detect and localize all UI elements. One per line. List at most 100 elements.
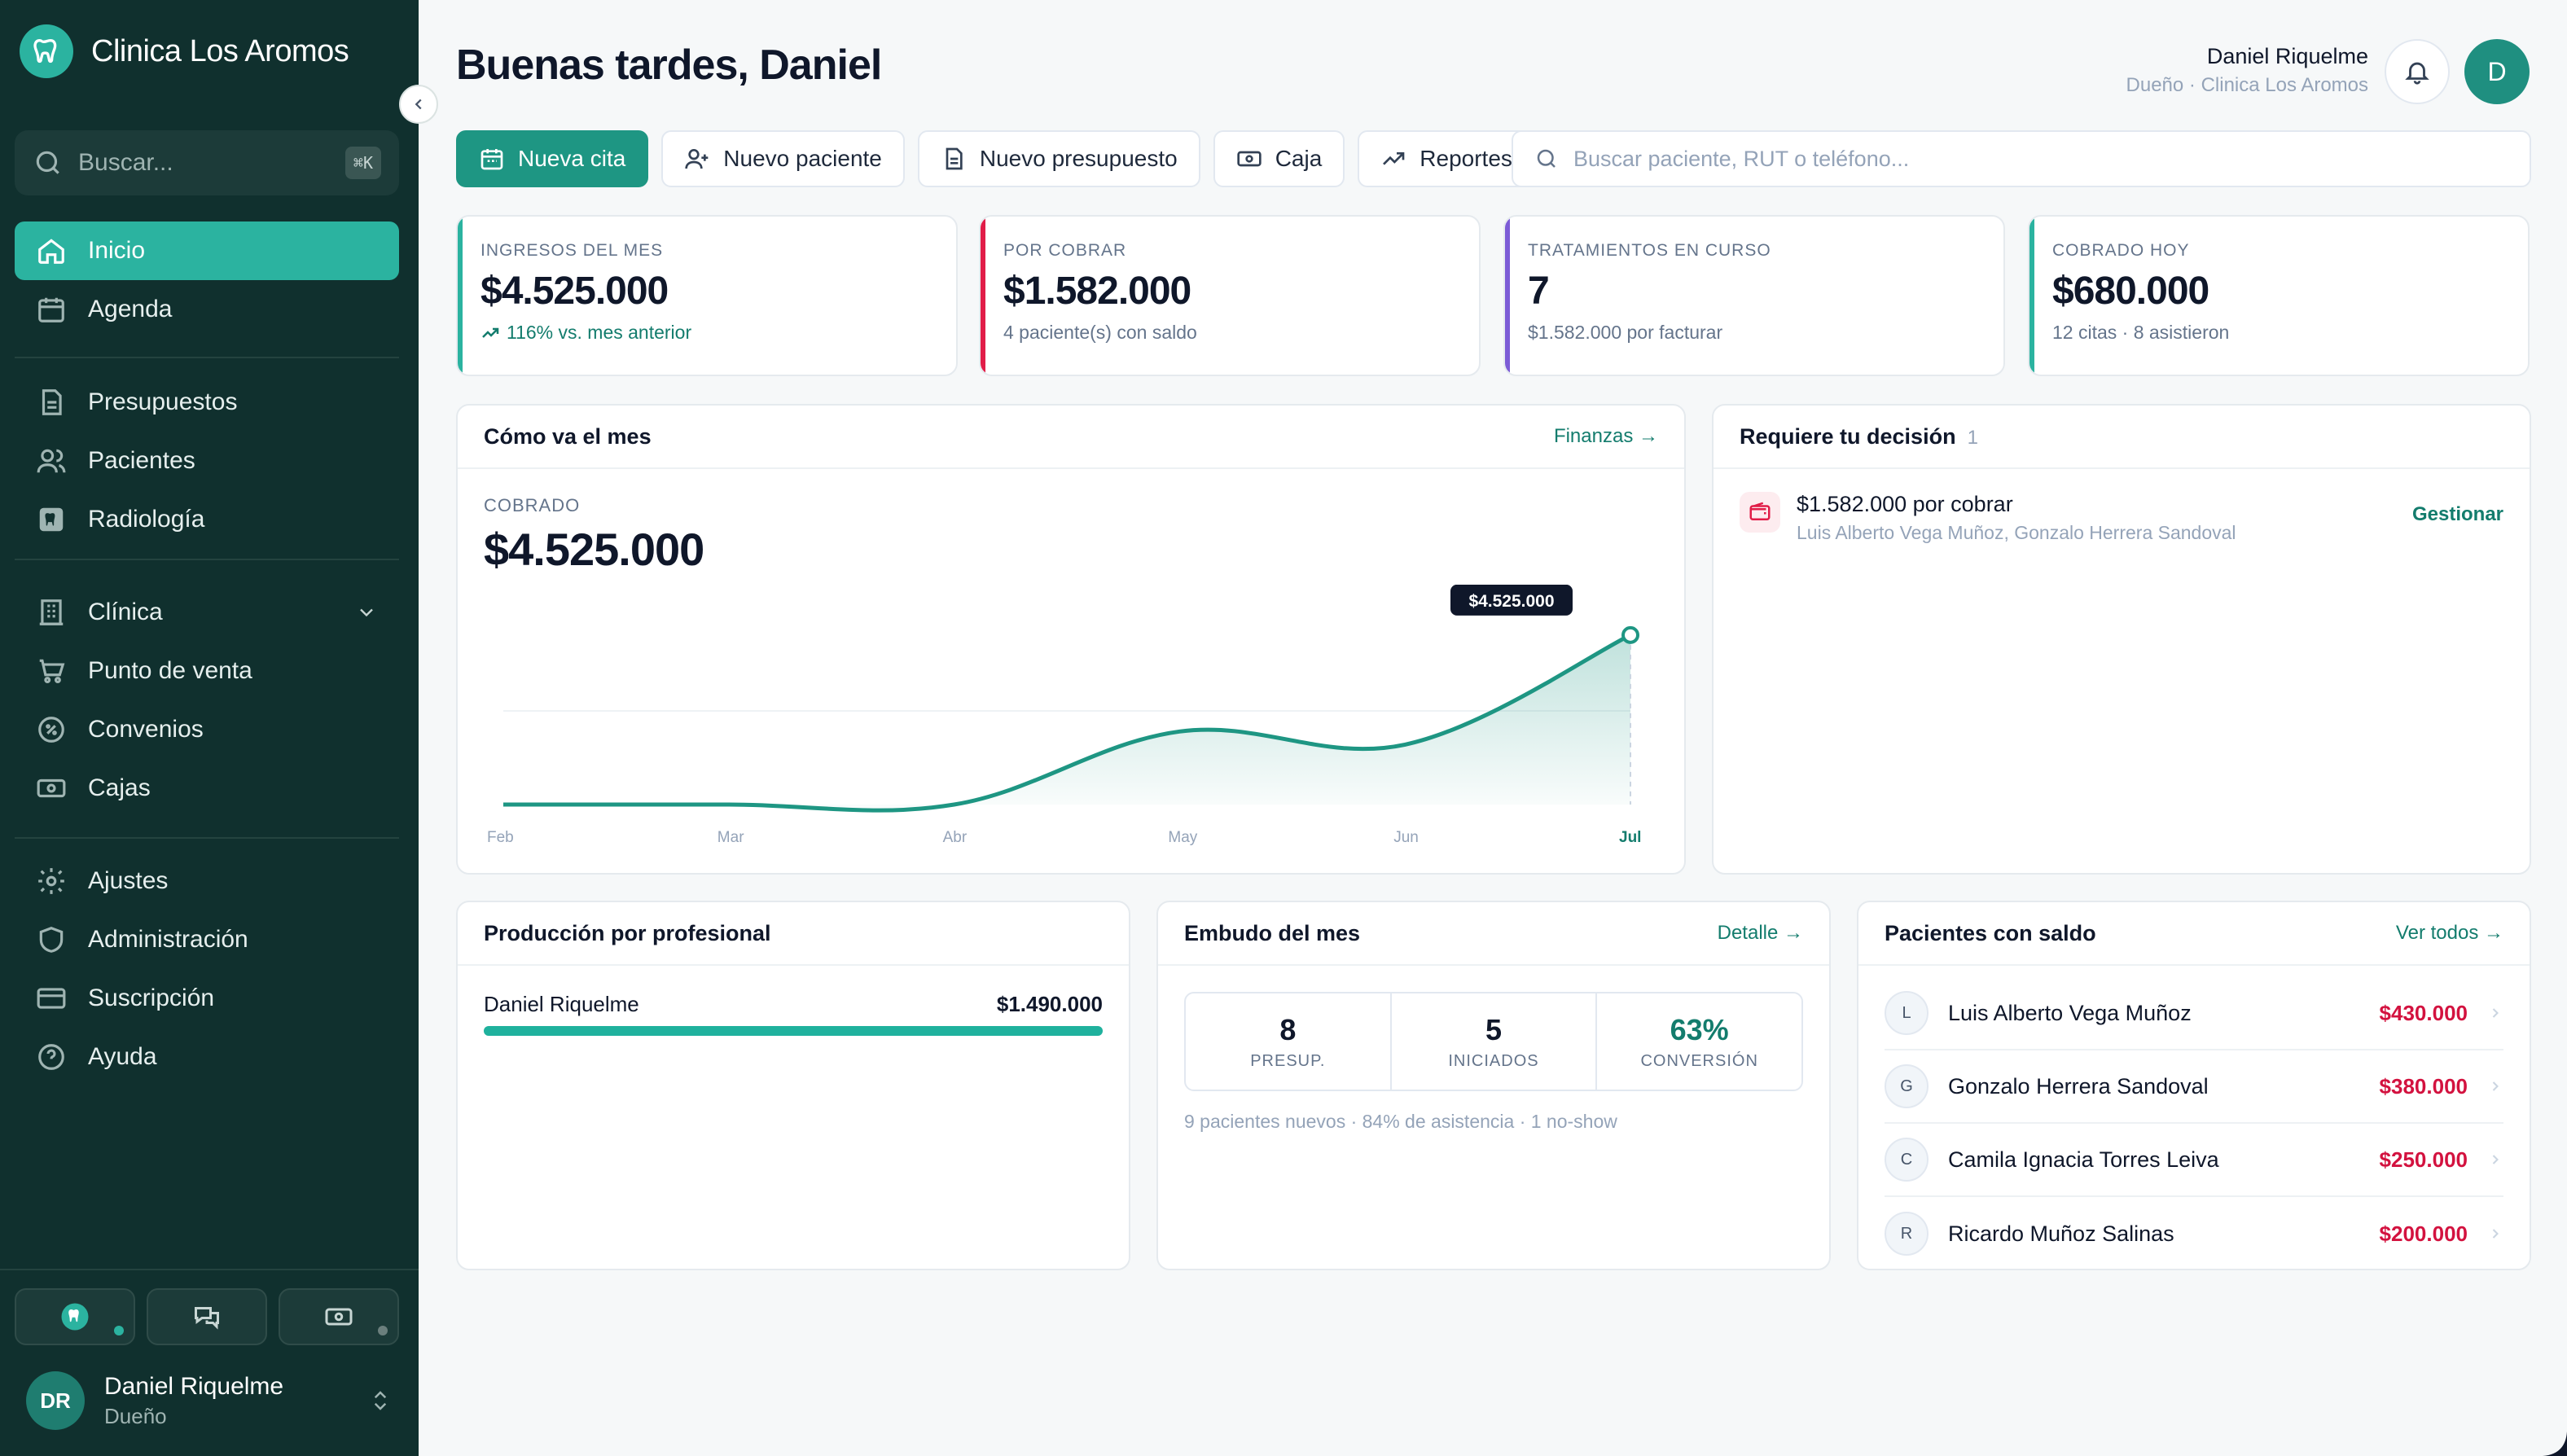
kpi-sub: $1.582.000 por facturar — [1528, 322, 1723, 343]
decision-title: $1.582.000 por cobrar — [1797, 492, 2013, 516]
avatar[interactable]: D — [2464, 39, 2530, 104]
chart-series-line — [503, 633, 1632, 813]
kpi-sub: 12 citas · 8 asistieron — [2052, 322, 2230, 343]
gear-icon — [38, 868, 64, 894]
sidebar-item-presupuestos[interactable]: Presupuestos — [15, 373, 399, 432]
chevron-up-down-icon[interactable] — [368, 1388, 393, 1413]
button-label: Nuevo paciente — [723, 146, 882, 171]
sidebar-item-pacientes[interactable]: Pacientes — [15, 432, 399, 490]
kpi-accent-bar — [2029, 217, 2034, 375]
chart-total: $4.525.000 — [484, 524, 704, 575]
sidebar-item-clinica[interactable]: Clínica — [15, 583, 399, 642]
sidebar-item-ayuda[interactable]: Ayuda — [15, 1028, 399, 1086]
tooth-logo-icon — [20, 24, 73, 78]
sidebar-item-radiologia[interactable]: Radiología — [15, 490, 399, 549]
calendar-icon — [38, 297, 64, 322]
header-user: Daniel Riquelme Dueño · Clinica Los Arom… — [2126, 44, 2368, 97]
finance-link[interactable]: Finanzas → — [1553, 425, 1658, 447]
sidebar-collapse-button[interactable] — [399, 85, 438, 124]
panel-header: Producción por profesional — [458, 902, 1129, 966]
chevron-down-icon[interactable] — [355, 601, 378, 624]
help-icon — [38, 1044, 64, 1070]
sidebar-item-convenios[interactable]: Convenios — [15, 700, 399, 759]
chart-label: COBRADO — [484, 495, 581, 515]
list-item[interactable]: G Gonzalo Herrera Sandoval $380.000 — [1885, 1050, 2503, 1124]
decision-item[interactable]: $1.582.000 por cobrar Luis Alberto Vega … — [1740, 492, 2503, 544]
kpi-value: $680.000 — [2052, 270, 2209, 313]
sidebar-item-administracion[interactable]: Administración — [15, 910, 399, 969]
kpi-label: COBRADO HOY — [2052, 241, 2190, 260]
wallet-icon — [1740, 492, 1780, 533]
kpi-card-treatments: TRATAMIENTOS EN CURSO 7 $1.582.000 por f… — [1503, 215, 2005, 376]
chart-area-fill — [503, 634, 1630, 811]
funnel-label: INICIADOS — [1448, 1051, 1539, 1070]
month-overview-panel: Cómo va el mes Finanzas → COBRADO $4.525… — [456, 404, 1686, 875]
new-patient-button[interactable]: Nuevo paciente — [661, 130, 905, 187]
x-tick-label: Mar — [717, 829, 744, 846]
detail-link[interactable]: Detalle → — [1717, 922, 1803, 944]
panel-title: Producción por profesional — [484, 920, 771, 945]
home-icon — [38, 239, 64, 264]
window-corner — [2543, 1432, 2567, 1456]
kpi-accent-bar — [1505, 217, 1510, 375]
list-item[interactable]: L Luis Alberto Vega Muñoz $430.000 — [1885, 977, 2503, 1050]
sidebar-item-label: Punto de venta — [88, 657, 252, 684]
funnel-budgets: 8 PRESUP. — [1186, 993, 1392, 1090]
sidebar-item-label: Ayuda — [88, 1043, 157, 1070]
quick-cash-button[interactable] — [279, 1288, 399, 1345]
funnel-conversion: 63% CONVERSIÓN — [1597, 993, 1801, 1090]
chart-point-jul — [1621, 625, 1639, 644]
panel-header: Requiere tu decisión 1 — [1714, 406, 2530, 469]
chevron-right-icon — [2492, 1081, 2499, 1091]
notifications-button[interactable] — [2385, 39, 2450, 104]
funnel-label: CONVERSIÓN — [1640, 1051, 1758, 1070]
nav-group-main: Inicio Agenda — [15, 221, 399, 339]
tooltip-value: $4.525.000 — [1468, 592, 1554, 611]
list-item[interactable]: R Ricardo Muñoz Salinas $200.000 — [1885, 1197, 2503, 1269]
new-appointment-button[interactable]: Nueva cita — [456, 130, 649, 187]
sidebar-search[interactable]: Buscar... ⌘K — [15, 130, 399, 195]
sidebar-item-suscripcion[interactable]: Suscripción — [15, 969, 399, 1028]
panel-title: Cómo va el mes — [484, 423, 652, 449]
button-label: Nueva cita — [518, 146, 626, 171]
patient-balance: $250.000 — [2379, 1147, 2468, 1172]
brand[interactable]: Clinica Los Aromos — [20, 24, 349, 78]
funnel-note: 9 pacientes nuevos · 84% de asistencia ·… — [1184, 1111, 1617, 1132]
kpi-value: 7 — [1528, 270, 1550, 313]
kpi-card-receivable: POR COBRAR $1.582.000 4 paciente(s) con … — [979, 215, 1481, 376]
view-all-link[interactable]: Ver todos → — [2395, 922, 2503, 944]
building-icon — [39, 599, 64, 625]
income-area-chart: $4.525.000 Feb Mar Abr May Jun Jul — [487, 585, 1641, 846]
cash-icon — [1237, 151, 1262, 167]
sidebar-item-ajustes[interactable]: Ajustes — [15, 852, 399, 910]
production-progress — [484, 1026, 1103, 1036]
sidebar-item-label: Agenda — [88, 296, 173, 322]
funnel-value: 5 — [1485, 1012, 1503, 1046]
calendar-icon — [480, 149, 503, 170]
sidebar-item-punto-de-venta[interactable]: Punto de venta — [15, 642, 399, 700]
sidebar-item-agenda[interactable]: Agenda — [15, 280, 399, 339]
sidebar-item-cajas[interactable]: Cajas — [15, 759, 399, 818]
new-budget-button[interactable]: Nuevo presupuesto — [917, 130, 1200, 187]
kpi-card-income: INGRESOS DEL MES $4.525.000 116% vs. mes… — [456, 215, 958, 376]
patient-search-input[interactable]: Buscar paciente, RUT o teléfono... — [1512, 130, 2531, 187]
quick-dental-button[interactable] — [15, 1288, 135, 1345]
decision-panel: Requiere tu decisión 1 $1.582.000 por cob… — [1712, 404, 2531, 875]
header-user-role: Dueño · Clinica Los Aromos — [2126, 74, 2368, 96]
sidebar-item-inicio[interactable]: Inicio — [15, 221, 399, 280]
cash-register-button[interactable]: Caja — [1213, 130, 1345, 187]
panel-header: Embudo del mes Detalle → — [1158, 902, 1829, 966]
production-progress-fill — [484, 1026, 1103, 1036]
document-icon — [42, 389, 62, 415]
user-profile[interactable]: DR Daniel Riquelme Dueño — [26, 1371, 393, 1430]
kpi-label: INGRESOS DEL MES — [480, 241, 664, 260]
list-item[interactable]: C Camila Ignacia Torres Leiva $250.000 — [1885, 1124, 2503, 1197]
reports-button[interactable]: Reportes — [1358, 130, 1535, 187]
quick-chat-button[interactable] — [147, 1288, 267, 1345]
percent-badge-icon — [38, 717, 64, 743]
manage-button[interactable]: Gestionar — [2411, 503, 2503, 525]
sidebar-item-label: Radiología — [88, 506, 205, 533]
button-label: Nuevo presupuesto — [979, 146, 1178, 171]
funnel-stats: 8 PRESUP. 5 INICIADOS 63% CONVERSIÓN — [1184, 992, 1803, 1091]
funnel-panel: Embudo del mes Detalle → 8 PRESUP. 5 INI… — [1156, 901, 1831, 1270]
